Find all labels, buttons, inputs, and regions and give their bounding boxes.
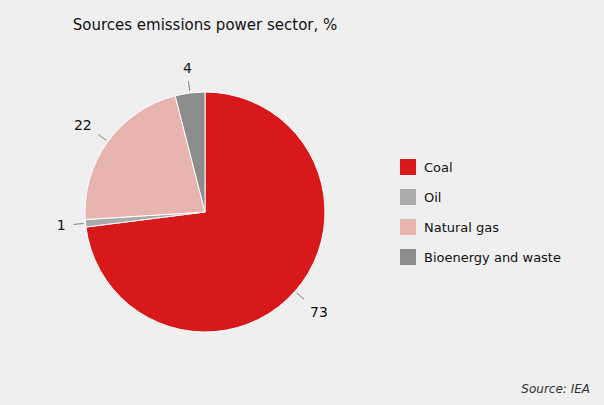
background xyxy=(0,0,604,405)
legend-swatch xyxy=(400,189,416,205)
pie-slice xyxy=(86,92,325,332)
data-label: 73 xyxy=(310,304,328,320)
legend-label: Bioenergy and waste xyxy=(424,250,561,265)
slices xyxy=(85,92,325,332)
legend-swatch xyxy=(400,159,416,175)
chart-container: Sources emissions power sector, % 73 1 22 4 C… xyxy=(0,0,604,405)
leader-line xyxy=(98,134,106,140)
data-label: 4 xyxy=(183,60,192,76)
leader-line xyxy=(74,223,84,225)
legend-label: Natural gas xyxy=(424,220,499,235)
source-note: Source: IEA xyxy=(521,382,590,396)
legend-label: Oil xyxy=(424,190,441,205)
pie-slice xyxy=(175,92,205,212)
legend: Coal Oil Natural gas Bioenergy and waste xyxy=(400,159,561,265)
legend-label: Coal xyxy=(424,160,453,175)
data-label: 1 xyxy=(57,217,66,233)
leader-line xyxy=(188,81,189,91)
data-labels: 73 1 22 4 xyxy=(57,60,328,319)
leader-line xyxy=(297,293,305,300)
data-label: 22 xyxy=(74,117,92,133)
legend-swatch xyxy=(400,219,416,235)
legend-swatch xyxy=(400,249,416,265)
chart-svg: Sources emissions power sector, % 73 1 22 4 C… xyxy=(0,0,604,405)
chart-title: Sources emissions power sector, % xyxy=(73,16,338,34)
